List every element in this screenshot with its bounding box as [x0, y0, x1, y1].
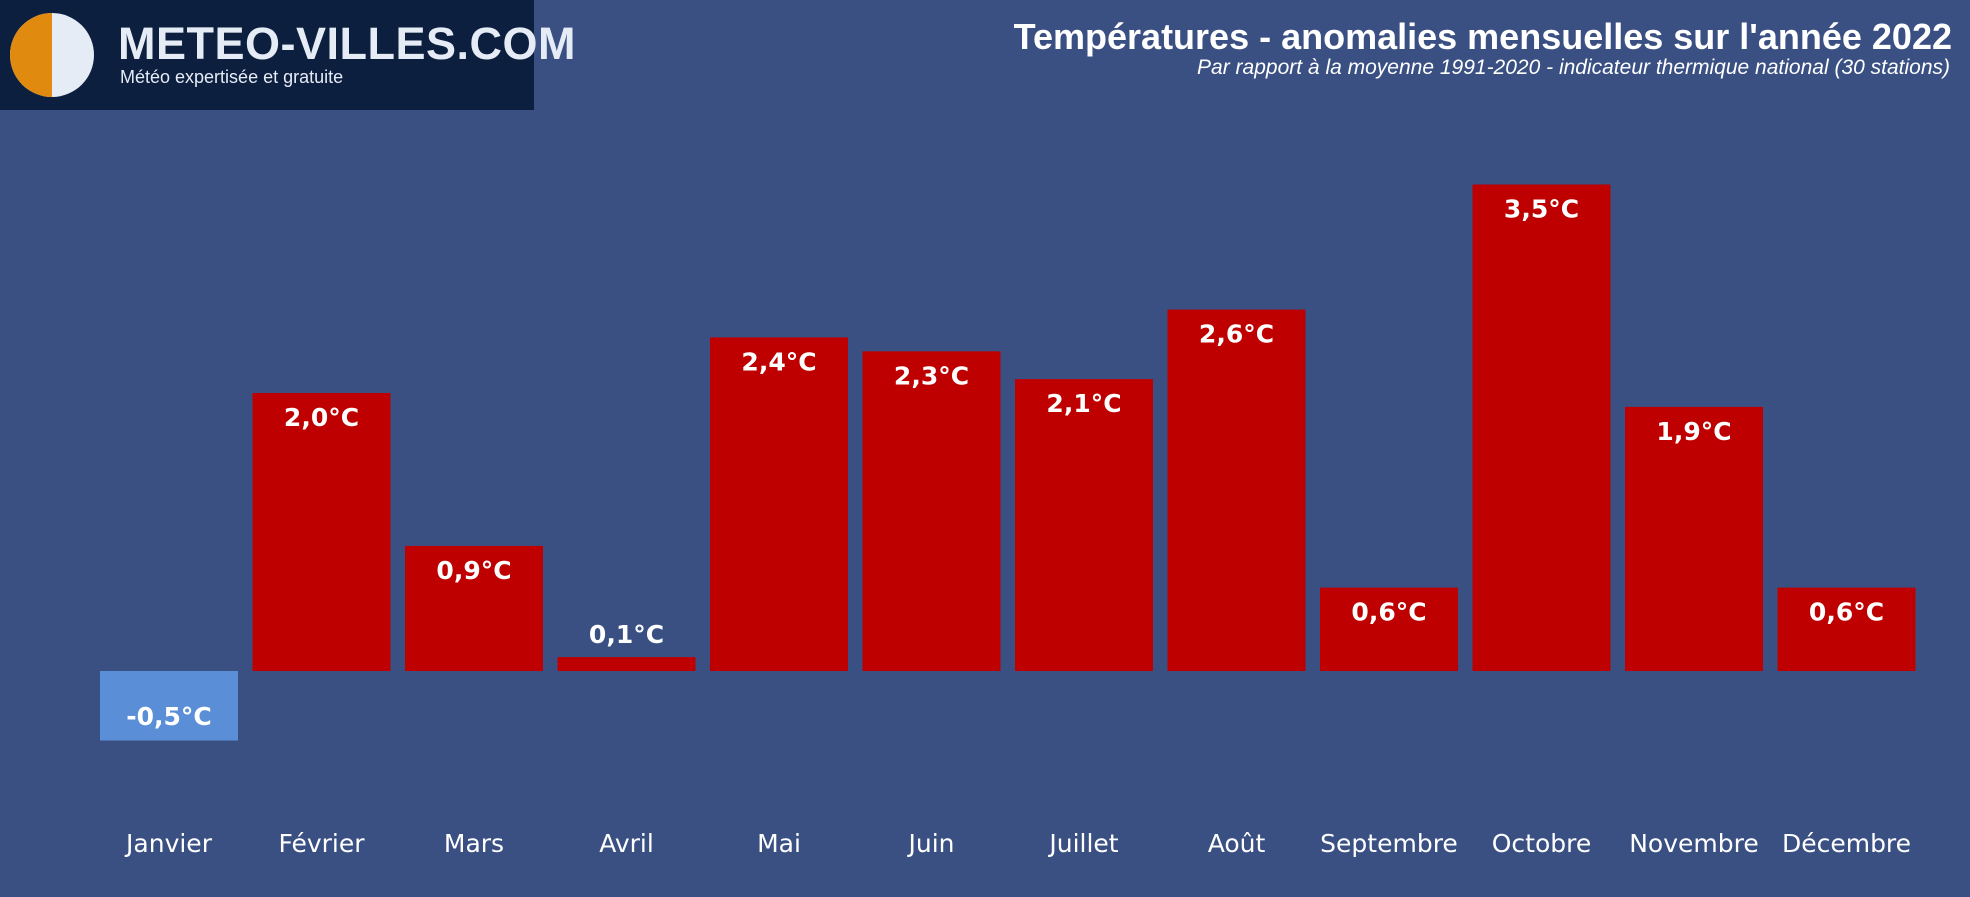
bars-group: [100, 184, 1916, 741]
brand-logo-box[interactable]: METEO-VILLES.COM Météo expertisée et gra…: [0, 0, 576, 110]
bar-10[interactable]: [1472, 184, 1611, 672]
category-label: Février: [278, 829, 365, 858]
category-label: Septembre: [1320, 829, 1458, 858]
category-label: Novembre: [1629, 829, 1759, 858]
bar-1[interactable]: [100, 671, 238, 741]
bar-value-label: 1,9°C: [1656, 417, 1731, 446]
bar-value-label: 2,4°C: [741, 347, 816, 376]
bar-3[interactable]: [405, 545, 543, 671]
chart-subtitle: Par rapport à la moyenne 1991-2020 - ind…: [1197, 56, 1950, 79]
bar-labels-group: -0,5°C 2,0°C 0,9°C 0,1°C 2,4°C 2,3°C 2,1°C 2,6°…: [126, 195, 1884, 732]
category-label: Mars: [444, 829, 504, 858]
bar-value-label: 2,6°C: [1199, 320, 1274, 349]
bar-5[interactable]: [710, 337, 848, 671]
bar-2[interactable]: [252, 393, 391, 671]
bar-value-label: 2,0°C: [284, 403, 359, 432]
bar-7[interactable]: [1015, 379, 1153, 671]
bar-4[interactable]: [557, 657, 696, 671]
brand-tagline: Météo expertisée et gratuite: [120, 67, 344, 87]
bar-11[interactable]: [1625, 406, 1763, 671]
category-label: Janvier: [124, 829, 213, 858]
category-label: Juillet: [1047, 829, 1118, 858]
category-label: Juin: [906, 829, 954, 858]
bar-value-label: 0,1°C: [589, 620, 664, 649]
category-label: Avril: [599, 829, 654, 858]
bar-value-label: 3,5°C: [1504, 195, 1579, 224]
sun-moon-logo-icon: [10, 13, 94, 97]
bar-9[interactable]: [1320, 587, 1458, 671]
brand-name: METEO-VILLES.COM: [118, 18, 576, 69]
category-label: Octobre: [1492, 829, 1592, 858]
category-label: Août: [1208, 829, 1266, 858]
bar-value-label: 2,1°C: [1046, 389, 1121, 418]
category-label: Mai: [757, 829, 801, 858]
chart-title: Températures - anomalies mensuelles sur …: [1013, 16, 1952, 57]
bar-8[interactable]: [1167, 309, 1306, 671]
bar-value-label: -0,5°C: [126, 702, 212, 731]
bar-value-label: 0,6°C: [1809, 598, 1884, 627]
category-label: Décembre: [1782, 829, 1911, 858]
bar-12[interactable]: [1777, 587, 1916, 671]
bar-6[interactable]: [862, 351, 1001, 671]
bar-value-label: 0,6°C: [1351, 598, 1426, 627]
bar-value-label: 0,9°C: [436, 556, 511, 585]
category-labels-group: Janvier Février Mars Avril Mai Juin Juillet Aoû…: [124, 829, 1911, 858]
bar-value-label: 2,3°C: [894, 361, 969, 390]
